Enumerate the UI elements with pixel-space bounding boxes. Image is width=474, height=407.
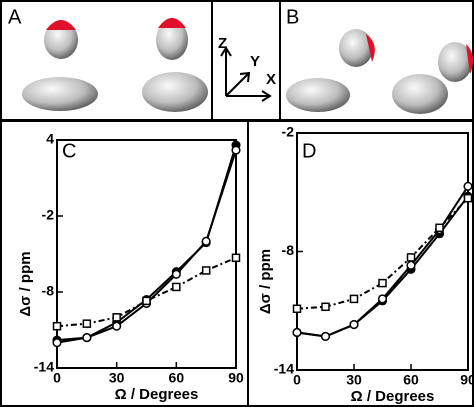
series-line bbox=[57, 150, 236, 343]
x-tick-label: 60 bbox=[169, 370, 185, 386]
marker bbox=[173, 270, 181, 278]
marker bbox=[232, 146, 240, 154]
marker bbox=[203, 267, 210, 274]
marker bbox=[407, 262, 415, 270]
marker bbox=[173, 283, 180, 290]
x-tick-label: 60 bbox=[403, 372, 419, 388]
x-tick-label: 90 bbox=[228, 370, 244, 386]
plot-frame bbox=[57, 140, 236, 368]
x-axis-label: Ω / Degrees bbox=[351, 388, 435, 405]
x-tick-label: 0 bbox=[293, 372, 301, 388]
marker bbox=[83, 320, 90, 327]
y-tick-label: -8 bbox=[42, 283, 55, 299]
marker bbox=[113, 314, 120, 321]
marker bbox=[54, 323, 61, 330]
y-axis-label: Δσ / ppm bbox=[257, 249, 274, 314]
y-tick-label: -2 bbox=[42, 207, 55, 223]
y-tick-label: 4 bbox=[46, 131, 54, 147]
marker bbox=[351, 295, 358, 302]
marker bbox=[233, 254, 240, 261]
axis-letter: X bbox=[266, 71, 276, 88]
axis-letter: Z bbox=[218, 35, 227, 52]
molecule bbox=[392, 74, 448, 114]
molecule bbox=[286, 78, 350, 112]
marker bbox=[379, 295, 387, 303]
molecule bbox=[22, 77, 98, 111]
marker bbox=[113, 322, 121, 330]
marker bbox=[293, 329, 301, 337]
marker bbox=[322, 333, 330, 341]
panel-label: D bbox=[302, 140, 316, 162]
marker bbox=[350, 321, 358, 329]
oxygen bbox=[46, 20, 76, 30]
axis-arrow bbox=[226, 74, 248, 96]
y-tick-label: -8 bbox=[282, 242, 295, 258]
x-axis-label: Ω / Degrees bbox=[115, 386, 199, 403]
marker bbox=[379, 280, 386, 287]
marker bbox=[83, 334, 91, 342]
panel-label: C bbox=[62, 140, 76, 162]
series-line bbox=[297, 198, 468, 309]
marker bbox=[202, 238, 210, 246]
y-axis-label: Δσ / ppm bbox=[17, 251, 34, 316]
figure: A B Z Y X 4-2-8-140306090Ω / DegreesΔσ /… bbox=[0, 0, 474, 407]
x-tick-label: 30 bbox=[109, 370, 125, 386]
marker bbox=[436, 224, 443, 231]
marker bbox=[294, 305, 301, 312]
y-tick-label: -14 bbox=[34, 359, 54, 375]
marker bbox=[464, 183, 472, 191]
molecule bbox=[142, 72, 208, 112]
series-line bbox=[297, 186, 468, 336]
marker bbox=[322, 303, 329, 310]
y-tick-label: -2 bbox=[282, 124, 295, 140]
marker bbox=[53, 339, 61, 347]
y-tick-label: -14 bbox=[274, 361, 294, 377]
oxygen bbox=[158, 18, 186, 28]
series-line bbox=[297, 196, 468, 336]
x-tick-label: 90 bbox=[460, 372, 474, 388]
x-tick-label: 0 bbox=[53, 370, 61, 386]
marker bbox=[143, 297, 150, 304]
axes-glyph bbox=[221, 48, 270, 101]
x-tick-label: 30 bbox=[346, 372, 362, 388]
molecule bbox=[339, 29, 373, 67]
panel-label: A bbox=[8, 6, 22, 28]
axis-letter: Y bbox=[250, 53, 260, 70]
panel-label: B bbox=[286, 6, 299, 28]
marker bbox=[465, 195, 472, 202]
molecules bbox=[22, 18, 473, 114]
marker bbox=[408, 254, 415, 261]
